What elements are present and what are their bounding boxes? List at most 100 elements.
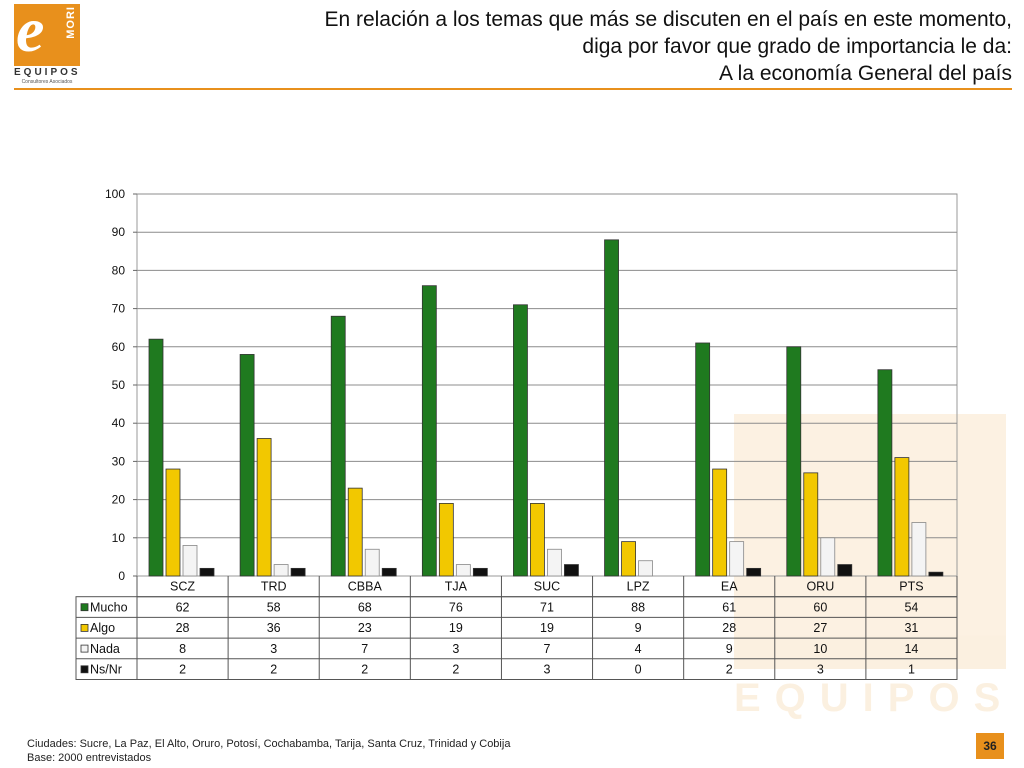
- y-tick-label: 50: [112, 378, 126, 392]
- data-label: 3: [270, 642, 277, 656]
- legend-label: Algo: [90, 621, 115, 635]
- legend-label: Ns/Nr: [90, 663, 122, 677]
- logo-letter: e: [16, 0, 45, 65]
- bar-mucho-lpz: [604, 239, 619, 577]
- x-category-label: CBBA: [348, 580, 383, 594]
- data-label: 3: [544, 663, 551, 677]
- data-label: 9: [635, 621, 642, 635]
- x-category-label: TRD: [261, 580, 287, 594]
- bar-nsnr-suc: [564, 564, 579, 577]
- y-tick-label: 30: [112, 454, 126, 468]
- bar-algo-cbba: [347, 487, 363, 577]
- bar-nada-trd: [273, 564, 289, 577]
- bar-nada-tja: [455, 564, 471, 577]
- legend-swatch-mucho: [80, 603, 89, 612]
- legend-label: Mucho: [90, 600, 128, 614]
- legend-swatch-nsnr: [80, 665, 89, 674]
- bar-nada-pts: [911, 522, 927, 577]
- slide-title: En relación a los temas que más se discu…: [112, 6, 1012, 87]
- x-category-label: EA: [721, 580, 738, 594]
- title-line-1: En relación a los temas que más se discu…: [324, 8, 1012, 31]
- data-label: 19: [540, 621, 554, 635]
- logo-mark: e MORI: [14, 0, 80, 66]
- data-label: 7: [544, 642, 551, 656]
- data-label: 14: [904, 642, 918, 656]
- bar-algo-pts: [894, 457, 910, 577]
- data-label: 9: [726, 642, 733, 656]
- bar-nsnr-oru: [837, 564, 853, 577]
- bar-mucho-tja: [421, 285, 437, 577]
- bar-nada-ea: [729, 541, 745, 577]
- data-label: 23: [358, 621, 372, 635]
- data-label: 54: [904, 600, 918, 614]
- data-label: 7: [361, 642, 368, 656]
- data-label: 62: [176, 600, 190, 614]
- bar-mucho-pts: [877, 369, 893, 577]
- data-label: 36: [267, 621, 281, 635]
- y-tick-label: 20: [112, 493, 126, 507]
- data-label: 19: [449, 621, 463, 635]
- bar-nada-scz: [182, 545, 198, 577]
- footer-note: Ciudades: Sucre, La Paz, El Alto, Oruro,…: [27, 737, 510, 765]
- data-label: 60: [813, 600, 827, 614]
- data-label: 28: [722, 621, 736, 635]
- bar-mucho-suc: [513, 304, 528, 577]
- x-category-label: PTS: [899, 580, 923, 594]
- data-label: 2: [452, 663, 459, 677]
- bar-algo-oru: [803, 472, 819, 577]
- data-label: 3: [817, 663, 824, 677]
- bar-nada-lpz: [638, 560, 653, 577]
- bar-nada-oru: [820, 537, 836, 577]
- data-label: 2: [179, 663, 186, 677]
- x-category-label: SCZ: [170, 580, 195, 594]
- x-category-label: LPZ: [627, 580, 650, 594]
- data-label: 0: [635, 663, 642, 677]
- bar-mucho-oru: [786, 346, 802, 577]
- data-label: 8: [179, 642, 186, 656]
- legend-swatch-nada: [80, 644, 89, 653]
- bar-nada-suc: [547, 548, 562, 577]
- bar-algo-tja: [438, 503, 454, 577]
- bar-mucho-cbba: [330, 315, 346, 577]
- bar-mucho-trd: [239, 354, 255, 577]
- data-label: 2: [270, 663, 277, 677]
- bar-nsnr-ea: [746, 567, 762, 577]
- y-tick-label: 40: [112, 416, 126, 430]
- y-tick-label: 60: [112, 340, 126, 354]
- x-category-label: ORU: [806, 580, 834, 594]
- logo-subtitle: Consultores Asociados: [21, 79, 73, 85]
- watermark-mark: [734, 414, 1006, 669]
- data-label: 2: [726, 663, 733, 677]
- bar-algo-ea: [712, 468, 728, 577]
- bar-mucho-scz: [148, 338, 164, 577]
- watermark-text: EQUIPOS: [734, 676, 1015, 720]
- logo: e MORI EQUIPOS Consultores Asociados: [14, 0, 80, 86]
- bar-algo-lpz: [621, 541, 636, 577]
- y-tick-label: 80: [112, 263, 126, 277]
- title-line-3: A la economía General del país: [718, 62, 1012, 85]
- title-divider: [14, 88, 1012, 90]
- y-tick-label: 0: [118, 569, 125, 583]
- x-category-label: TJA: [445, 580, 468, 594]
- data-label: 68: [358, 600, 372, 614]
- data-label: 76: [449, 600, 463, 614]
- bar-mucho-ea: [695, 342, 711, 577]
- data-label: 61: [722, 600, 736, 614]
- footer-base: Base: 2000 entrevistados: [27, 752, 152, 764]
- data-label: 88: [631, 600, 645, 614]
- bar-algo-suc: [530, 503, 545, 577]
- y-tick-label: 100: [105, 187, 125, 201]
- bar-nsnr-scz: [199, 567, 215, 577]
- data-label: 27: [813, 621, 827, 635]
- data-label: 58: [267, 600, 281, 614]
- data-label: 71: [540, 600, 554, 614]
- bar-nsnr-cbba: [381, 567, 397, 577]
- bar-nada-cbba: [364, 548, 380, 577]
- data-label: 4: [635, 642, 642, 656]
- y-tick-label: 10: [112, 531, 126, 545]
- data-label: 31: [904, 621, 918, 635]
- legend-swatch-algo: [80, 624, 89, 632]
- watermark-logo: EQUIPOS: [734, 414, 1006, 744]
- bar-nsnr-tja: [472, 567, 488, 577]
